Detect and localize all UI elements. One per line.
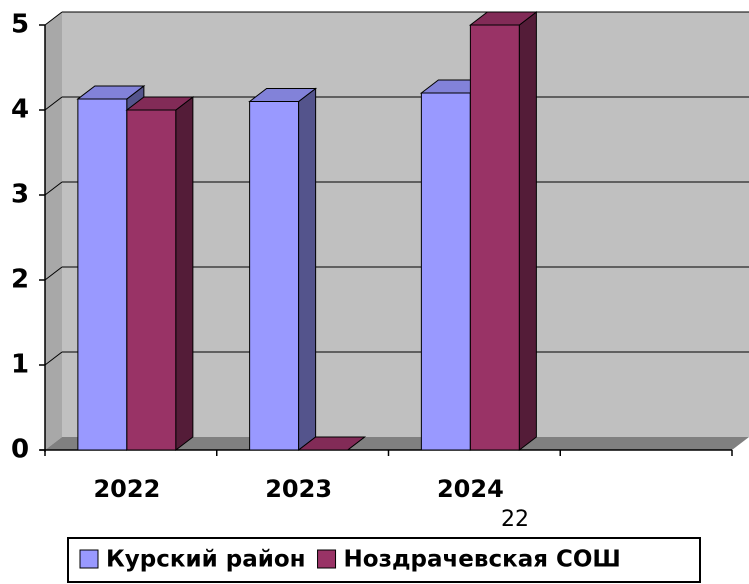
legend-swatch xyxy=(79,549,99,569)
bar-side xyxy=(518,10,537,452)
bar-side xyxy=(298,87,317,452)
y-tick-label: 4 xyxy=(11,95,29,125)
x-tick-label: 2024 xyxy=(437,475,504,503)
legend-swatch xyxy=(317,549,337,569)
y-tick-label: 5 xyxy=(11,10,29,40)
grid-line-side xyxy=(44,96,63,111)
x-tick-label: 2023 xyxy=(265,475,332,503)
side-wall xyxy=(45,12,62,450)
legend-label: Ноздрачевская СОШ xyxy=(344,547,621,573)
grid-line-side xyxy=(44,181,63,196)
slide-number: 22 xyxy=(501,507,529,532)
legend-label: Курский район xyxy=(106,547,306,573)
y-tick-label: 1 xyxy=(11,350,29,380)
bar xyxy=(126,109,177,451)
bar-top xyxy=(468,11,538,26)
bar xyxy=(77,98,128,451)
bar-top xyxy=(76,85,146,100)
bar-side xyxy=(175,95,194,452)
bar-top xyxy=(125,96,195,111)
grid-line-side xyxy=(44,351,63,366)
bar-top xyxy=(248,88,318,102)
legend xyxy=(67,537,701,583)
y-tick-label: 0 xyxy=(11,435,29,465)
floor xyxy=(45,437,749,450)
bar xyxy=(249,101,300,451)
y-tick-label: 3 xyxy=(11,180,29,210)
grid-line-side xyxy=(44,266,63,281)
grid-line-side xyxy=(44,11,63,26)
y-tick-label: 2 xyxy=(11,265,29,295)
bar-top xyxy=(297,436,367,451)
bar xyxy=(469,24,520,451)
x-tick-label: 2022 xyxy=(93,475,160,503)
back-wall xyxy=(62,12,749,437)
bar xyxy=(420,92,471,451)
